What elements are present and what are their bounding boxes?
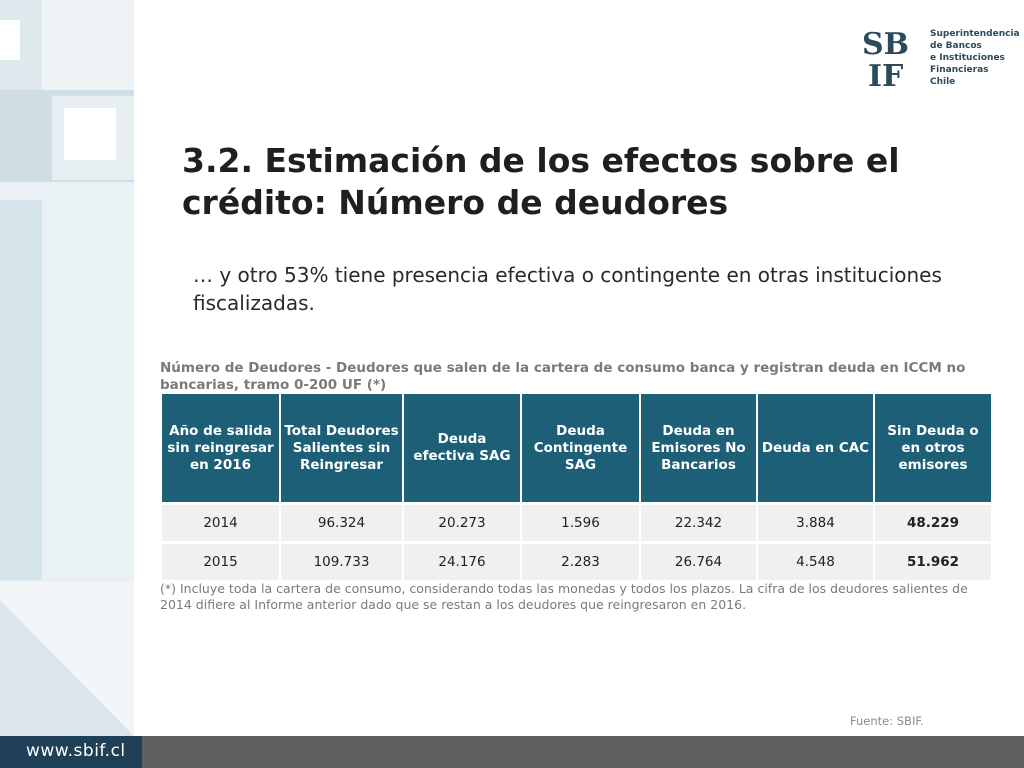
table-cell: 48.229 xyxy=(875,505,991,541)
footer-url-box xyxy=(0,736,142,768)
header-no-debt: Sin Deuda o en otros emisores xyxy=(875,394,991,502)
slide-title: 3.2. Estimación de los efectos sobre el … xyxy=(182,141,900,222)
table-cell: 26.764 xyxy=(641,544,756,580)
decorative-block xyxy=(42,0,134,90)
decorative-block xyxy=(0,200,42,580)
table-cell: 3.884 xyxy=(758,505,873,541)
sbif-logo: SB IF Superintendencia de Bancos e Insti… xyxy=(862,26,1020,92)
sbif-logo-mark: SB IF xyxy=(862,27,909,88)
table-cell: 24.176 xyxy=(404,544,520,580)
logo-text: Superintendencia de Bancos e Institucion… xyxy=(930,28,1020,88)
header-cac: Deuda en CAC xyxy=(758,394,873,502)
table-cell: 2015 xyxy=(162,544,279,580)
slide-subtitle: … y otro 53% tiene presencia efectiva o … xyxy=(193,263,942,315)
header-year: Año de salida sin reingresar en 2016 xyxy=(162,394,279,502)
table-footnote: (*) Incluye toda la cartera de consumo, … xyxy=(160,581,968,612)
table-caption: Número de Deudores - Deudores que salen … xyxy=(160,360,966,393)
table-row: 2014 96.324 20.273 1.596 22.342 3.884 48… xyxy=(162,505,991,541)
header-non-bank: Deuda en Emisores No Bancarios xyxy=(641,394,756,502)
logo-line: e Instituciones xyxy=(930,53,1005,63)
header-sag-effective: Deuda efectiva SAG xyxy=(404,394,520,502)
decorative-block xyxy=(64,108,116,160)
svg-text:IF: IF xyxy=(868,59,903,88)
logo-line: Chile xyxy=(930,77,956,87)
table-cell: 4.548 xyxy=(758,544,873,580)
table-cell: 20.273 xyxy=(404,505,520,541)
logo-line: de Bancos xyxy=(930,41,982,51)
debtors-table: Año de salida sin reingresar en 2016 Tot… xyxy=(160,394,993,580)
table-cell: 96.324 xyxy=(281,505,402,541)
footer-bar xyxy=(0,736,1024,768)
table-cell: 22.342 xyxy=(641,505,756,541)
table-cell: 1.596 xyxy=(522,505,639,541)
table-header-row: Año de salida sin reingresar en 2016 Tot… xyxy=(162,394,991,502)
table-row: 2015 109.733 24.176 2.283 26.764 4.548 5… xyxy=(162,544,991,580)
decorative-block xyxy=(0,20,20,60)
svg-text:SB: SB xyxy=(862,27,909,62)
decorative-triangle xyxy=(0,600,134,736)
logo-line: Superintendencia xyxy=(930,29,1020,39)
table-cell: 2.283 xyxy=(522,544,639,580)
header-sag-contingent: Deuda Contingente SAG xyxy=(522,394,639,502)
logo-line: Financieras xyxy=(930,65,989,75)
header-total: Total Deudores Salientes sin Reingresar xyxy=(281,394,402,502)
table-cell: 109.733 xyxy=(281,544,402,580)
footer-url-link[interactable]: www.sbif.cl xyxy=(26,741,126,761)
table-cell: 51.962 xyxy=(875,544,991,580)
table-cell: 2014 xyxy=(162,505,279,541)
source-note: Fuente: SBIF. xyxy=(850,714,924,728)
